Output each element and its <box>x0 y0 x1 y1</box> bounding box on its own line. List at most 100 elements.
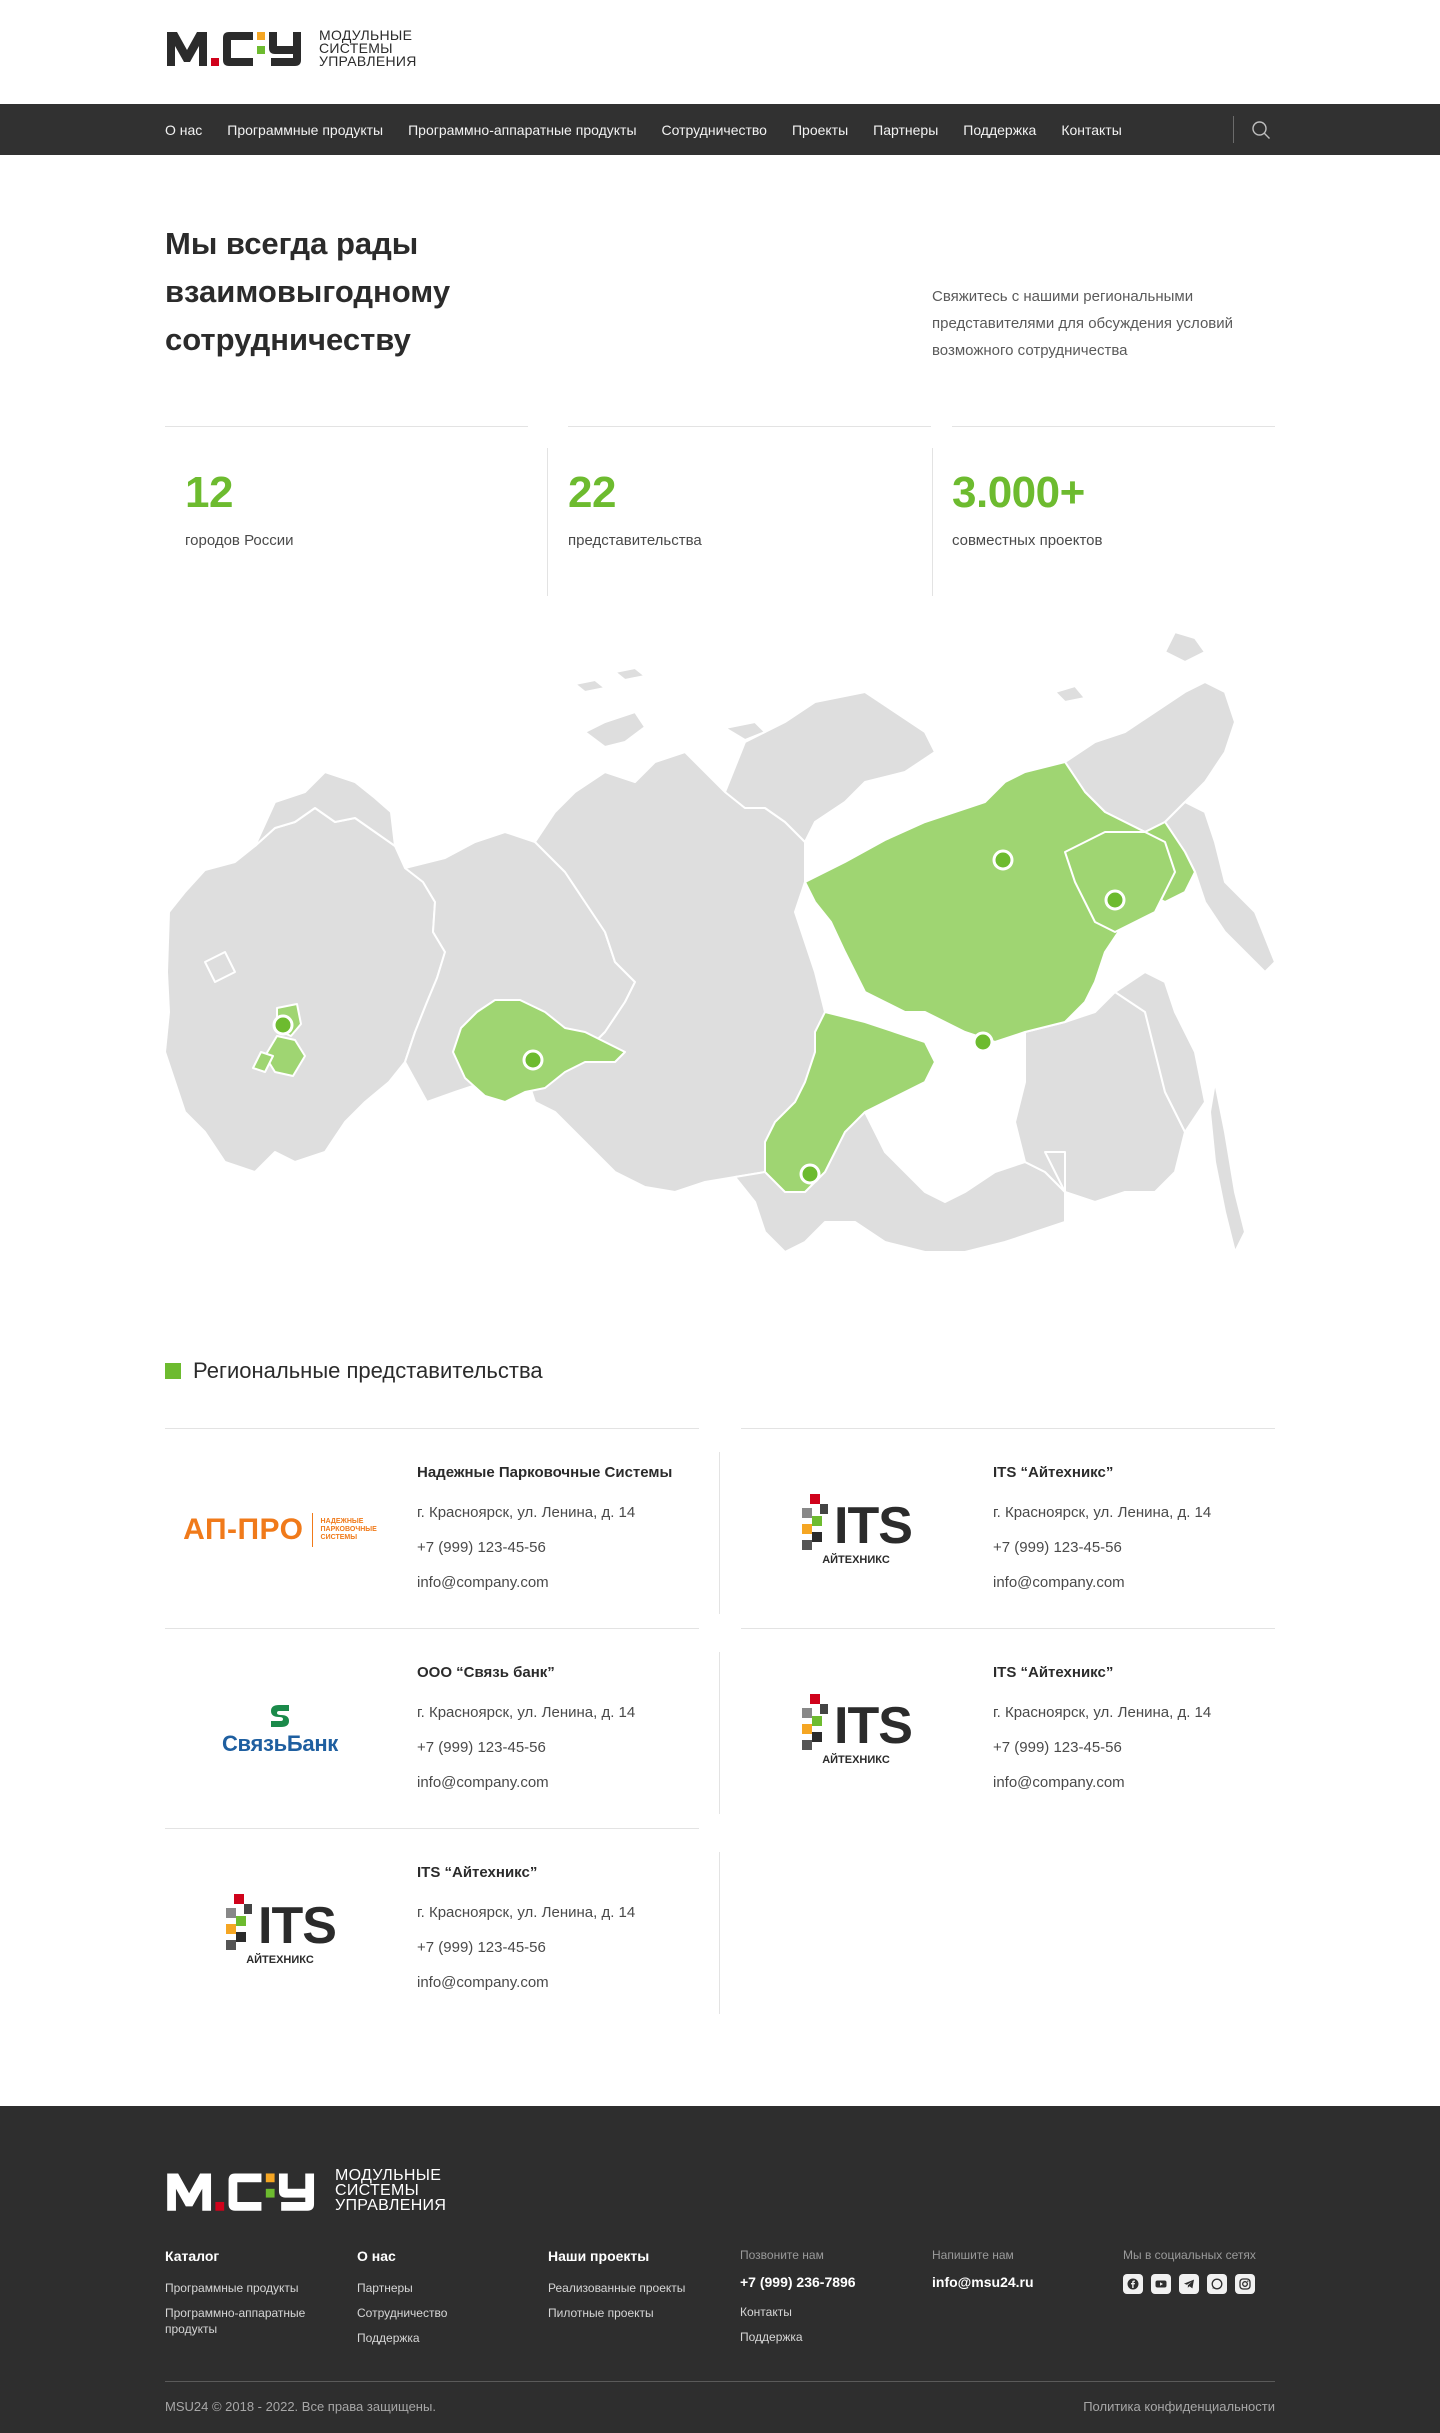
map-region-karelia <box>254 771 396 847</box>
map-region-irkutsk-highlight <box>764 1011 936 1193</box>
nav-item-support[interactable]: Поддержка <box>963 121 1037 138</box>
footer-link[interactable]: Пилотные проекты <box>548 2306 654 2320</box>
msu-logo-mark <box>167 32 301 66</box>
its-logo-sub: АЙТЕХНИКС <box>822 1554 890 1566</box>
nav-item-contacts[interactable]: Контакты <box>1061 121 1122 138</box>
card-separator <box>719 1852 720 2014</box>
search-icon[interactable] <box>1251 120 1271 140</box>
office-email[interactable]: info@company.com <box>417 1974 549 1991</box>
office-card: АП-ПРО НАДЕЖНЫЕ ПАРКОВОЧНЫЕ СИСТЕМЫ Наде… <box>165 1428 720 1628</box>
footer-link[interactable]: Контакты <box>740 2305 792 2319</box>
footer-email[interactable]: info@msu24.ru <box>932 2274 1034 2290</box>
office-address: г. Красноярск, ул. Ленина, д. 14 <box>417 1504 636 1521</box>
footer-link[interactable]: Поддержка <box>357 2331 420 2345</box>
stat-divider <box>568 426 931 427</box>
stat-separator <box>547 448 548 596</box>
nav-item-cooperation[interactable]: Сотрудничество <box>661 121 767 138</box>
footer-phone[interactable]: +7 (999) 236-7896 <box>740 2274 856 2290</box>
ap-pro-logo: АП-ПРО НАДЕЖНЫЕ ПАРКОВОЧНЫЕ СИСТЕМЫ <box>165 1460 395 1600</box>
facebook-icon[interactable] <box>1123 2274 1143 2294</box>
logo-text: МОДУЛЬНЫЕ СИСТЕМЫ УПРАВЛЕНИЯ <box>319 26 417 69</box>
office-address: г. Красноярск, ул. Ленина, д. 14 <box>417 1704 636 1721</box>
its-logo-cubes <box>226 1894 253 1950</box>
map-region-magadan-highlight <box>1064 831 1176 933</box>
telegram-icon[interactable] <box>1179 2274 1199 2294</box>
office-phone[interactable]: +7 (999) 123-45-56 <box>993 1539 1122 1556</box>
nav-item-software[interactable]: Программные продукты <box>227 121 384 138</box>
footer-link[interactable]: Партнеры <box>357 2281 413 2295</box>
hero-description: Свяжитесь с нашими региональными предста… <box>932 288 1234 359</box>
stat-projects: 3.000+ совместных проектов <box>952 426 1275 596</box>
stat-cities: 12 городов России <box>165 426 528 596</box>
youtube-icon[interactable] <box>1151 2274 1171 2294</box>
footer-col-title: Мы в социальных сетях <box>1123 2248 1256 2262</box>
site-logo[interactable]: МОДУЛЬНЫЕ СИСТЕМЫ УПРАВЛЕНИЯ <box>165 28 417 68</box>
map-region-khmao-highlight <box>452 999 626 1103</box>
map-marker[interactable] <box>522 1049 544 1071</box>
card-divider <box>741 1428 1275 1429</box>
map-marker[interactable] <box>272 1014 294 1036</box>
its-logo: ITS АЙТЕХНИКС <box>165 1860 395 2000</box>
page-title: Мы всегда рады взаимовыгодному сотруднич… <box>165 226 451 357</box>
ap-pro-logo-divider <box>311 1513 313 1547</box>
footer-link[interactable]: Программно-аппаратные продукты <box>165 2306 306 2336</box>
footer-link[interactable]: Реализованные проекты <box>548 2281 686 2295</box>
privacy-policy-link[interactable]: Политика конфиденциальности <box>1083 2399 1275 2414</box>
office-email[interactable]: info@company.com <box>417 1774 549 1791</box>
svyaz-bank-logo-mark <box>270 1705 289 1727</box>
office-phone[interactable]: +7 (999) 123-45-56 <box>417 1539 546 1556</box>
stat-value: 22 <box>568 468 616 517</box>
office-phone[interactable]: +7 (999) 123-45-56 <box>993 1739 1122 1756</box>
russia-map <box>165 632 1276 1253</box>
section-marker <box>165 1363 181 1379</box>
footer-link[interactable]: Поддержка <box>740 2330 803 2344</box>
office-phone[interactable]: +7 (999) 123-45-56 <box>417 1939 546 1956</box>
nav-item-hardware[interactable]: Программно-аппаратные продукты <box>408 121 637 138</box>
footer-col-title: Наши проекты <box>548 2248 650 2264</box>
map-region-kamchatka <box>1164 801 1276 973</box>
whatsapp-icon[interactable] <box>1207 2274 1227 2294</box>
stat-divider <box>165 426 528 427</box>
office-email[interactable]: info@company.com <box>417 1574 549 1591</box>
ap-pro-logo-sub: НАДЕЖНЫЕ ПАРКОВОЧНЫЕ СИСТЕМЫ <box>320 1518 377 1541</box>
office-email[interactable]: info@company.com <box>993 1574 1125 1591</box>
instagram-icon[interactable] <box>1235 2274 1255 2294</box>
office-card: СвязьБанк ООО “Связь банк” г. Красноярск… <box>165 1628 720 1828</box>
office-email[interactable]: info@company.com <box>993 1774 1125 1791</box>
map-marker[interactable] <box>1104 889 1126 911</box>
footer-col-title: Позвоните нам <box>740 2248 824 2262</box>
stat-value: 3.000+ <box>952 468 1085 517</box>
office-address: г. Красноярск, ул. Ленина, д. 14 <box>993 1704 1212 1721</box>
its-logo: ITS АЙТЕХНИКС <box>741 1460 971 1600</box>
stat-label: городов России <box>185 532 294 549</box>
social-icons <box>1123 2274 1283 2294</box>
its-logo-sub: АЙТЕХНИКС <box>246 1954 314 1966</box>
card-divider <box>741 1628 1275 1629</box>
map-region-amur <box>1014 991 1186 1203</box>
map-marker[interactable] <box>992 849 1014 871</box>
map-region-sakhalin <box>1209 1081 1246 1253</box>
office-name: ITS “Айтехникс” <box>417 1864 538 1881</box>
footer-divider <box>165 2381 1275 2382</box>
office-address: г. Красноярск, ул. Ленина, д. 14 <box>417 1904 636 1921</box>
office-address: г. Красноярск, ул. Ленина, д. 14 <box>993 1504 1212 1521</box>
footer-col-social: Мы в социальных сетях <box>1123 2248 1283 2294</box>
card-divider <box>165 1428 699 1429</box>
nav-item-projects[interactable]: Проекты <box>791 121 849 138</box>
map-marker[interactable] <box>972 1031 994 1053</box>
footer-col-call: Позвоните нам +7 (999) 236-7896 Контакты… <box>740 2248 920 2354</box>
its-logo-sub: АЙТЕХНИКС <box>822 1754 890 1766</box>
footer-link[interactable]: Сотрудничество <box>357 2306 448 2320</box>
office-name: ITS “Айтехникс” <box>993 1664 1114 1681</box>
nav-item-about[interactable]: О нас <box>165 121 203 138</box>
nav-item-partners[interactable]: Партнеры <box>873 121 939 138</box>
section-title: Региональные представительства <box>165 1358 543 1384</box>
stat-label: совместных проектов <box>952 532 1103 549</box>
stat-value: 12 <box>185 468 233 517</box>
nav-list: О нас Программные продукты Программно-ап… <box>165 104 1147 155</box>
footer-logo[interactable]: МОДУЛЬНЫЕ СИСТЕМЫ УПРАВЛЕНИЯ <box>165 2168 446 2214</box>
office-phone[interactable]: +7 (999) 123-45-56 <box>417 1739 546 1756</box>
footer-link[interactable]: Программные продукты <box>165 2281 299 2295</box>
map-marker[interactable] <box>799 1163 821 1185</box>
map-region-khabarovsk <box>1114 971 1206 1133</box>
